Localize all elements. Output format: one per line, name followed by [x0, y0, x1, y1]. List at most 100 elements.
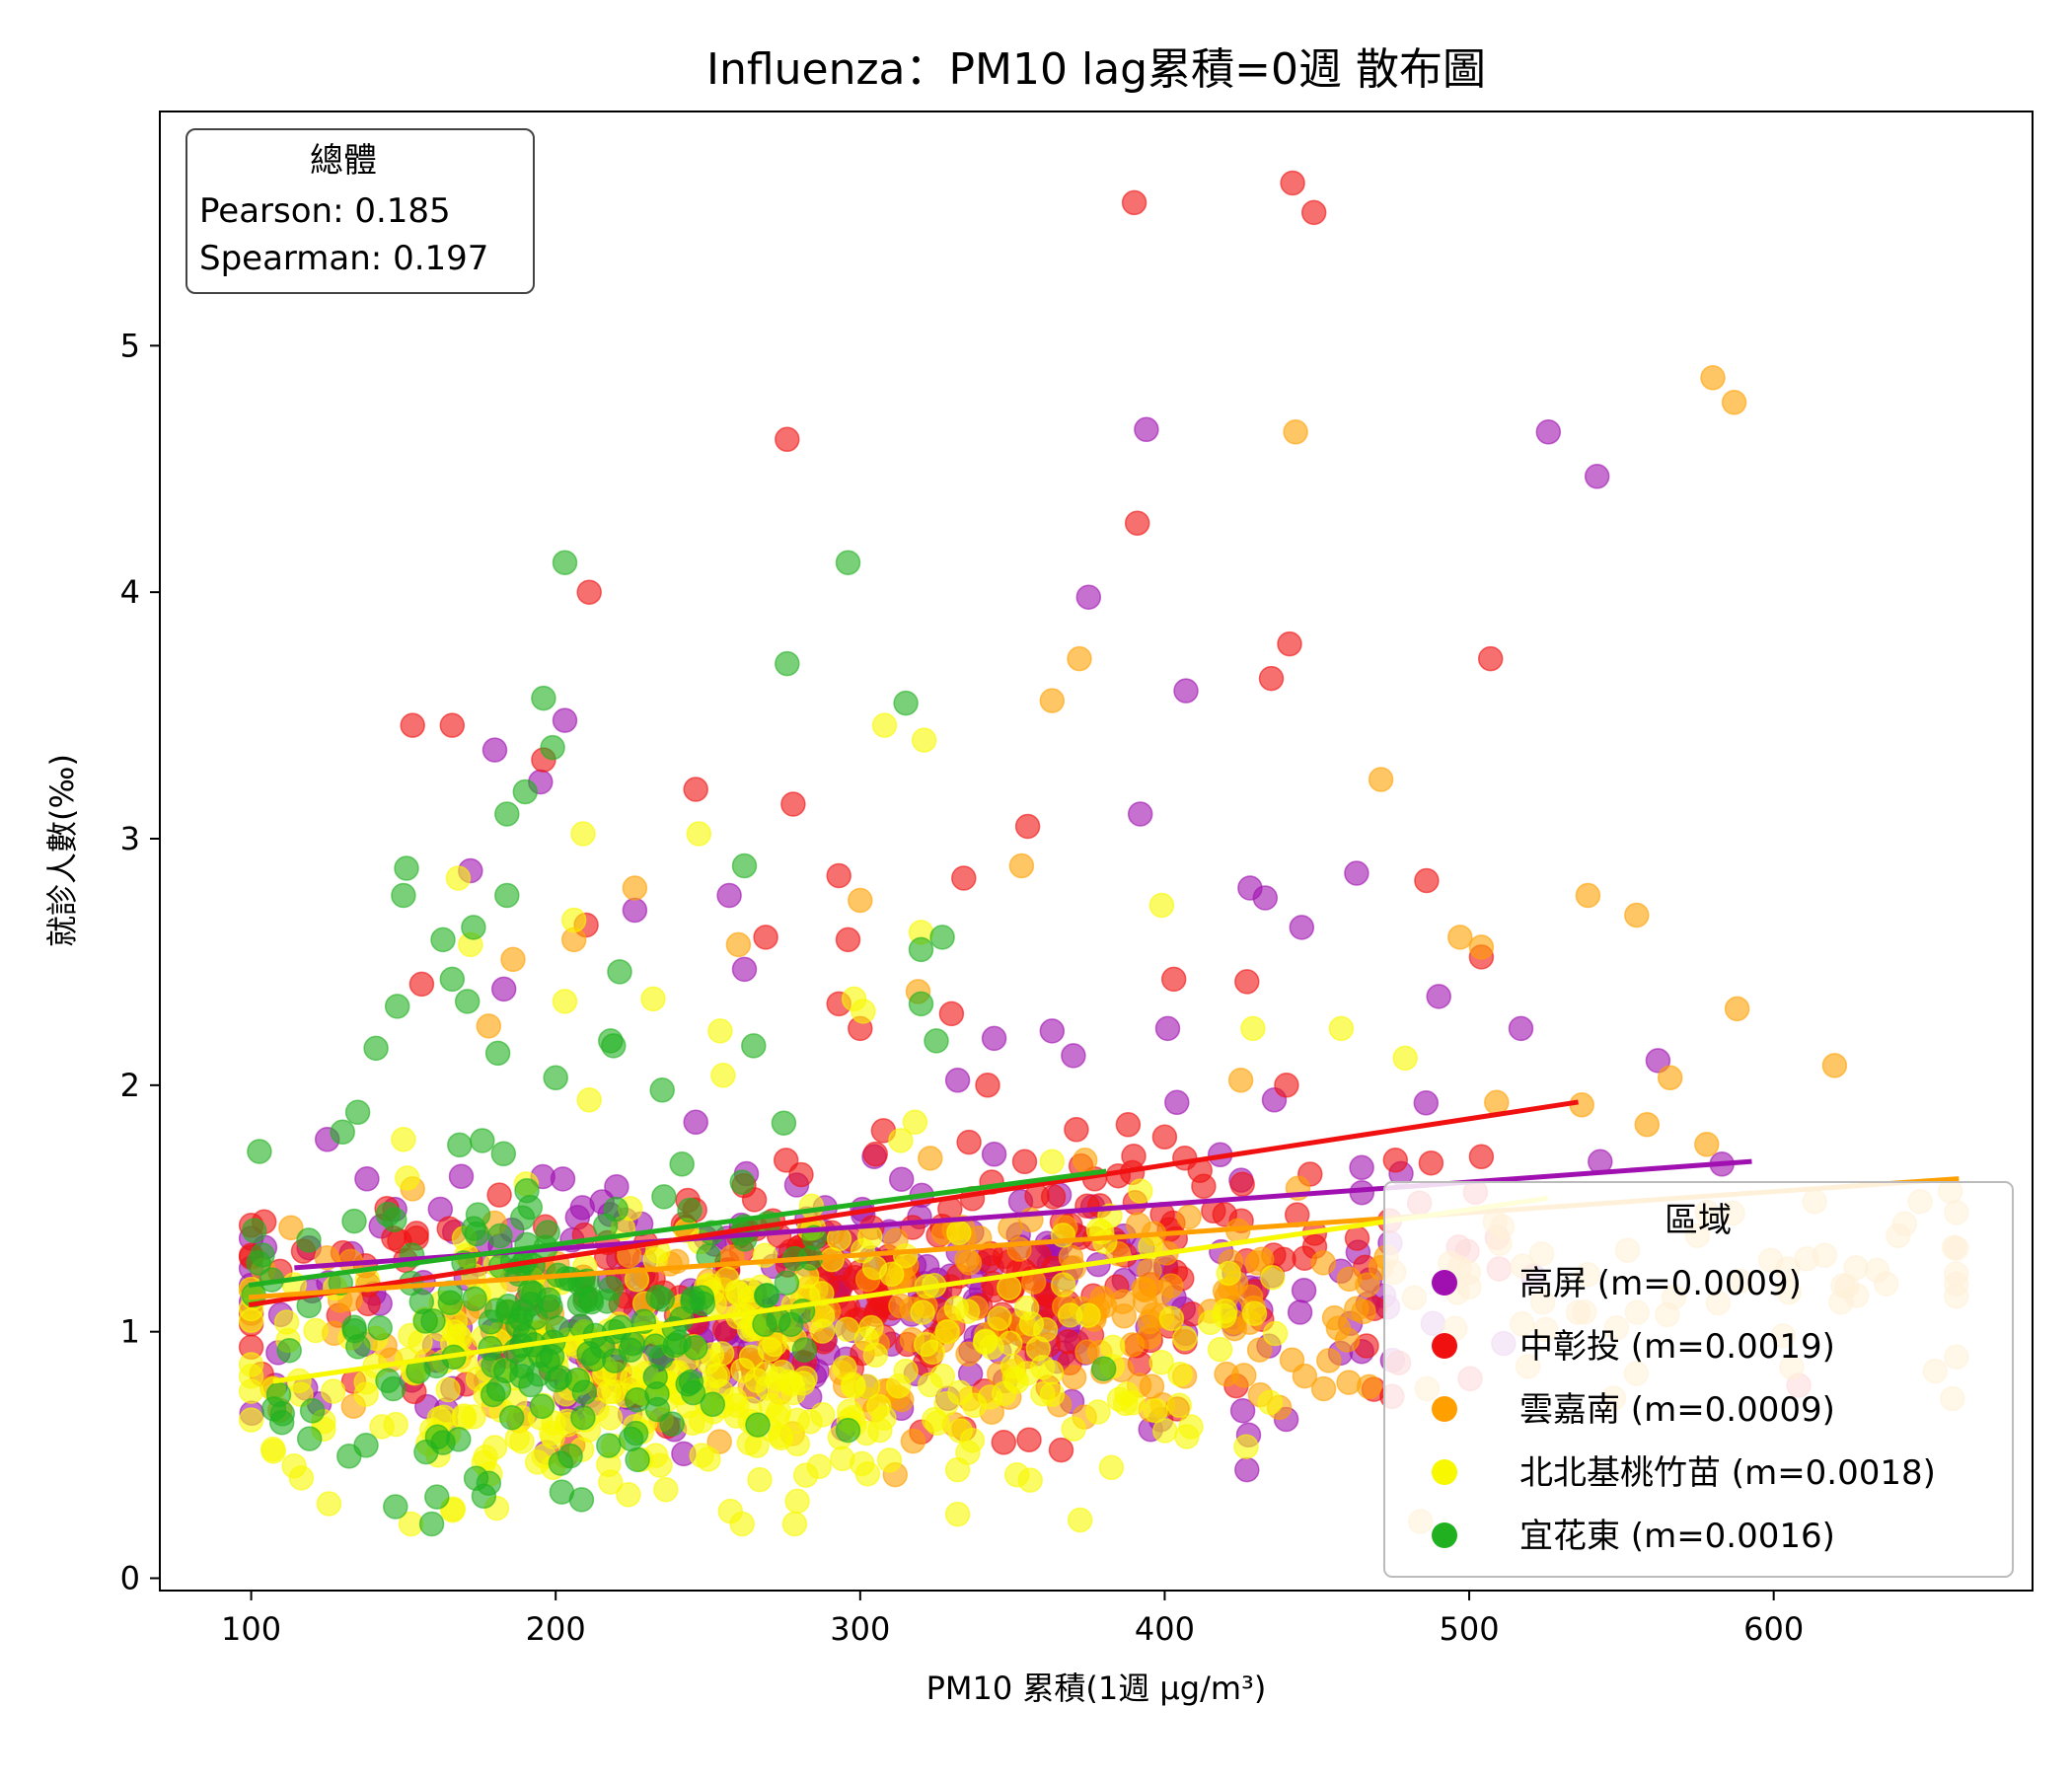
data-point: [1216, 1260, 1242, 1287]
data-point: [596, 1433, 622, 1458]
data-point: [383, 1494, 408, 1520]
data-point: [502, 1338, 529, 1364]
data-point: [1191, 1173, 1217, 1200]
data-point: [1148, 892, 1175, 919]
data-point: [862, 1141, 889, 1167]
data-point: [1048, 1437, 1074, 1463]
data-point: [775, 426, 800, 453]
data-point: [576, 579, 602, 605]
data-point: [1085, 1399, 1111, 1425]
data-point: [1368, 767, 1394, 792]
data-point: [1160, 966, 1187, 993]
data-point: [1634, 1111, 1661, 1138]
data-point: [570, 821, 596, 847]
data-point: [1246, 1337, 1273, 1363]
data-point: [925, 1410, 950, 1437]
data-point: [552, 707, 578, 733]
data-point: [494, 801, 520, 827]
data-point: [1356, 1373, 1382, 1400]
data-point: [1151, 1124, 1178, 1150]
data-point: [784, 1431, 811, 1457]
data-point: [888, 1166, 915, 1192]
data-point: [1061, 1416, 1086, 1442]
data-point: [700, 1391, 726, 1418]
data-point: [1234, 969, 1260, 995]
data-point: [954, 1246, 980, 1273]
data-point: [430, 1430, 456, 1455]
data-point: [461, 915, 486, 940]
data-point: [1164, 1089, 1190, 1116]
y-tick-label: 0: [120, 1560, 140, 1597]
legend-label: 中彰投 (m=0.0019): [1519, 1327, 1835, 1367]
data-point: [445, 865, 472, 891]
data-point: [1072, 1148, 1098, 1173]
data-point: [246, 1250, 271, 1276]
data-point: [876, 1447, 903, 1473]
data-point: [1154, 1015, 1181, 1042]
trend-line-series-4: [272, 1195, 1549, 1384]
data-point: [1128, 1178, 1153, 1204]
data-point: [951, 865, 977, 891]
legend-frame: [1383, 1181, 2014, 1578]
data-point: [498, 1404, 525, 1431]
data-point: [1014, 813, 1041, 840]
data-point: [276, 1337, 302, 1364]
data-point: [1075, 584, 1102, 610]
data-point: [1344, 860, 1369, 886]
data-point: [1310, 1375, 1337, 1402]
data-point: [731, 853, 758, 879]
data-point: [753, 925, 778, 950]
data-point: [714, 1266, 740, 1292]
data-point: [757, 1336, 783, 1363]
data-point: [731, 956, 758, 983]
data-point: [1426, 984, 1451, 1009]
data-point: [1172, 1145, 1198, 1171]
data-point: [1025, 1336, 1052, 1362]
data-point: [1016, 1427, 1042, 1452]
data-point: [1413, 1090, 1440, 1116]
y-tick-label: 3: [120, 820, 140, 857]
data-point: [1336, 1266, 1363, 1293]
data-point: [987, 1305, 1012, 1331]
data-point: [622, 875, 648, 901]
data-point: [1176, 1204, 1202, 1230]
data-point: [299, 1398, 326, 1424]
data-point: [835, 550, 861, 575]
stats-box-frame: [185, 128, 535, 294]
y-tick-label: 1: [120, 1313, 140, 1351]
data-point: [1468, 1144, 1495, 1170]
data-point: [531, 685, 556, 711]
data-point: [238, 1407, 264, 1433]
data-point: [1262, 1320, 1289, 1347]
data-point: [1257, 1389, 1284, 1416]
data-point: [975, 1073, 1000, 1098]
data-point: [854, 1373, 881, 1400]
data-point: [481, 737, 508, 763]
data-point: [791, 1337, 818, 1363]
data-point: [944, 1501, 971, 1527]
data-point: [1535, 419, 1562, 445]
data-point: [788, 1161, 814, 1188]
data-point: [550, 1166, 576, 1192]
data-point: [241, 1218, 267, 1243]
data-point: [592, 1213, 619, 1239]
data-point: [1234, 1456, 1260, 1483]
data-point: [929, 1363, 956, 1389]
data-point: [774, 1270, 800, 1296]
data-point: [645, 1284, 671, 1310]
data-point: [934, 1318, 960, 1345]
data-point: [918, 1146, 943, 1171]
data-point: [707, 1018, 733, 1044]
legend-marker: [1432, 1333, 1457, 1359]
data-point: [463, 1465, 489, 1491]
data-point: [439, 966, 466, 993]
data-point: [569, 1195, 596, 1221]
data-point: [470, 1128, 495, 1153]
data-point: [981, 1142, 1007, 1167]
data-point: [708, 1341, 735, 1367]
data-point: [1172, 1325, 1198, 1352]
data-point: [1003, 1369, 1030, 1394]
data-point: [514, 1177, 540, 1204]
data-point: [1477, 645, 1504, 672]
data-point: [1259, 1264, 1286, 1291]
